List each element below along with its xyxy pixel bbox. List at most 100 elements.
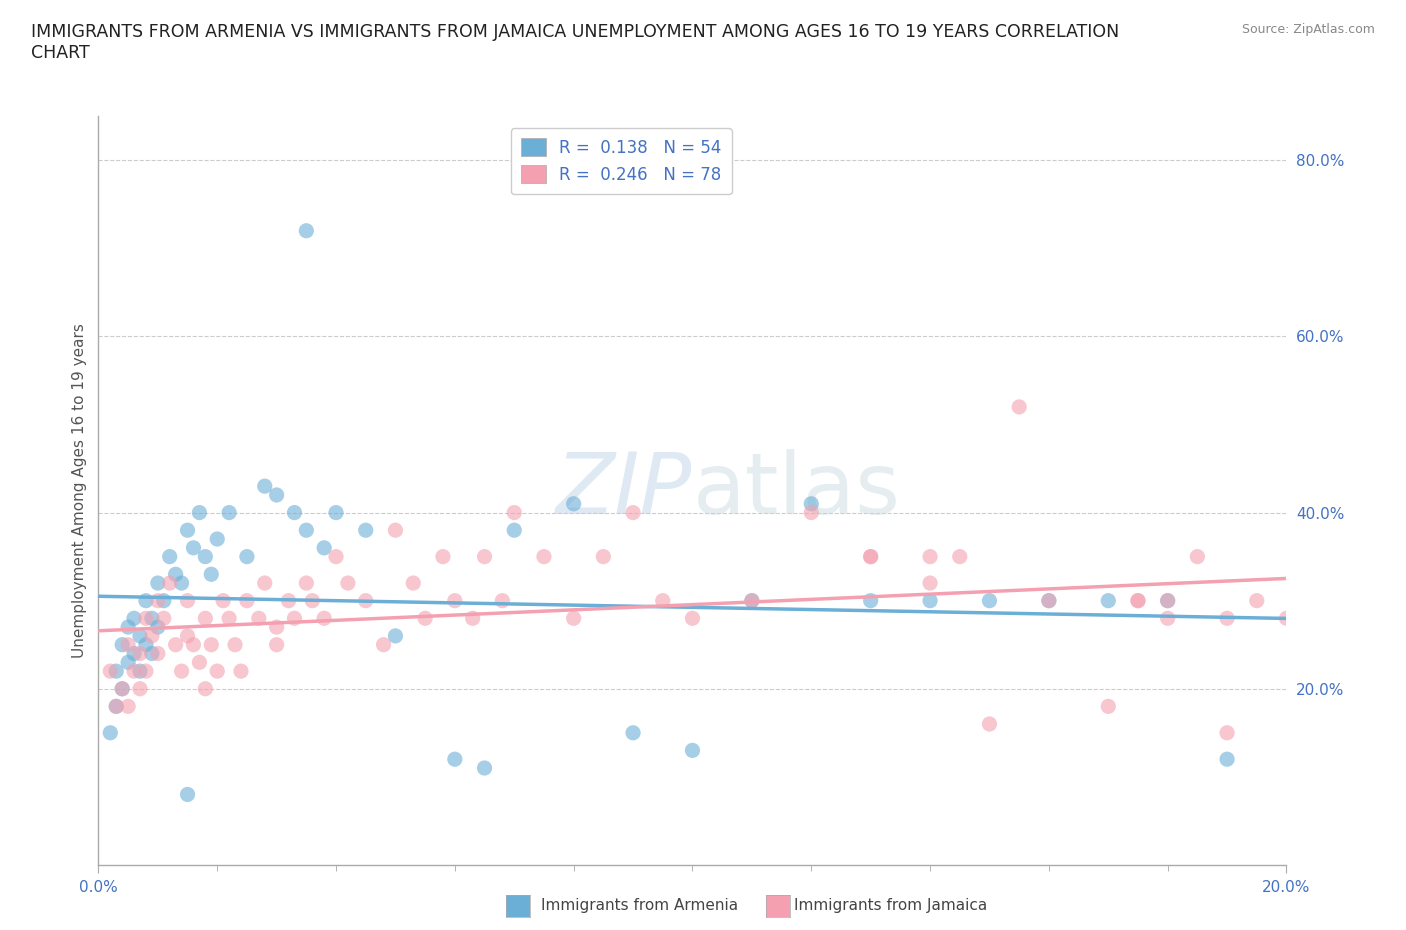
Point (176, 523, 198, 538)
Point (141, 646, 163, 661)
Point (1126, 593, 1149, 608)
Text: Source: ZipAtlas.com: Source: ZipAtlas.com (1241, 23, 1375, 36)
Point (105, 699, 128, 714)
Point (146, 619, 169, 634)
Point (474, 550, 496, 565)
Point (253, 576, 276, 591)
Point (98, 664, 121, 679)
Point (266, 487, 288, 502)
Point (1275, 611, 1298, 626)
Point (741, 593, 763, 608)
Point (105, 699, 128, 714)
Text: IMMIGRANTS FROM ARMENIA VS IMMIGRANTS FROM JAMAICA UNEMPLOYMENT AMONG AGES 16 TO: IMMIGRANTS FROM ARMENIA VS IMMIGRANTS FR… (31, 23, 1119, 62)
Point (200, 637, 222, 652)
Point (741, 593, 763, 608)
Point (129, 664, 152, 679)
Point (266, 619, 288, 634)
Point (325, 550, 347, 565)
Point (170, 664, 193, 679)
Point (800, 505, 823, 520)
Point (1156, 611, 1178, 626)
Point (111, 682, 134, 697)
Point (183, 540, 205, 555)
Point (218, 611, 240, 626)
Point (205, 664, 228, 679)
Point (105, 664, 128, 679)
Point (135, 593, 157, 608)
Point (117, 637, 139, 652)
Point (443, 593, 465, 608)
Point (224, 637, 246, 652)
Point (236, 593, 259, 608)
Point (949, 550, 972, 565)
Point (681, 611, 703, 626)
Point (122, 611, 145, 626)
Point (474, 761, 496, 776)
Point (384, 629, 406, 644)
Point (176, 629, 198, 644)
Point (200, 566, 222, 581)
Point (859, 550, 882, 565)
Point (920, 550, 942, 565)
Point (183, 637, 205, 652)
Point (152, 593, 174, 608)
Point (1216, 725, 1239, 740)
Point (111, 637, 134, 652)
Point (277, 593, 299, 608)
Point (236, 550, 259, 565)
Y-axis label: Unemployment Among Ages 16 to 19 years: Unemployment Among Ages 16 to 19 years (72, 323, 87, 658)
Text: atlas: atlas (692, 449, 900, 532)
Point (117, 699, 139, 714)
Point (503, 505, 526, 520)
Point (432, 550, 454, 565)
Point (176, 593, 198, 608)
Point (1216, 751, 1239, 766)
Point (1187, 550, 1209, 565)
Point (413, 611, 436, 626)
Point (283, 505, 305, 520)
Point (117, 619, 139, 634)
Point (325, 505, 347, 520)
Point (229, 664, 252, 679)
Point (146, 576, 169, 591)
Text: Immigrants from Jamaica: Immigrants from Jamaica (794, 898, 987, 913)
Point (295, 523, 318, 538)
Point (247, 611, 270, 626)
Point (98, 725, 121, 740)
Point (373, 637, 395, 652)
Point (562, 497, 585, 512)
Point (920, 576, 942, 591)
Point (253, 479, 276, 494)
Point (621, 505, 644, 520)
Point (800, 497, 823, 512)
Text: ZIP: ZIP (557, 449, 692, 532)
Point (336, 576, 359, 591)
Point (562, 611, 585, 626)
Legend: R =  0.138   N = 54, R =  0.246   N = 78: R = 0.138 N = 54, R = 0.246 N = 78 (510, 128, 731, 194)
Point (651, 593, 673, 608)
Text: Immigrants from Armenia: Immigrants from Armenia (541, 898, 738, 913)
Point (165, 566, 187, 581)
Point (283, 611, 305, 626)
Point (141, 629, 163, 644)
Point (152, 611, 174, 626)
Point (135, 611, 157, 626)
Point (443, 751, 465, 766)
Point (141, 611, 163, 626)
Point (176, 787, 198, 802)
Point (461, 611, 484, 626)
Point (301, 593, 323, 608)
Point (354, 523, 377, 538)
Point (117, 655, 139, 670)
Point (194, 682, 217, 697)
Point (1038, 593, 1060, 608)
Point (384, 523, 406, 538)
Point (533, 550, 555, 565)
Point (920, 593, 942, 608)
Point (1246, 593, 1268, 608)
Point (188, 505, 211, 520)
Point (859, 593, 882, 608)
Point (1216, 611, 1239, 626)
Point (1097, 699, 1119, 714)
Point (402, 576, 425, 591)
